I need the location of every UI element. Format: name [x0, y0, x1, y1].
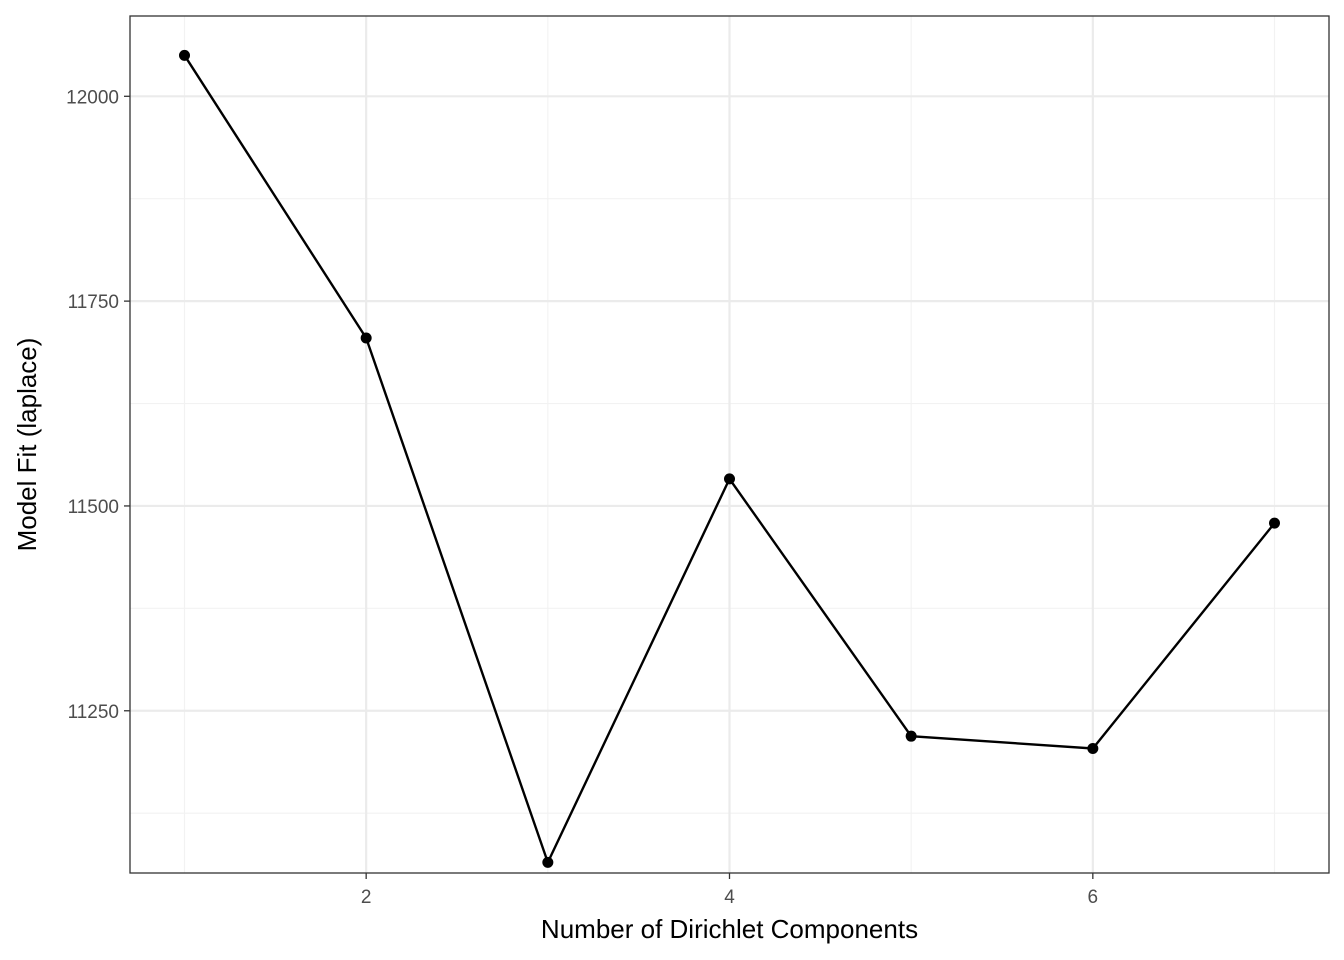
grid [130, 16, 1329, 873]
data-point [1269, 517, 1280, 529]
y-axis: 11250 11500 11750 12000 [66, 87, 130, 723]
y-tick-label: 11750 [68, 292, 119, 313]
x-axis: 2 4 6 [361, 873, 1098, 908]
y-axis-title: Model Fit (laplace) [12, 338, 42, 552]
y-tick-label: 11500 [68, 497, 119, 518]
data-point [1087, 742, 1099, 754]
y-tick-label: 11250 [68, 702, 119, 723]
x-tick-label: 4 [724, 887, 735, 908]
x-tick-label: 2 [361, 887, 372, 908]
data-point [542, 856, 554, 868]
data-point [360, 332, 372, 344]
data-point [724, 473, 735, 485]
y-tick-label: 12000 [66, 87, 119, 108]
series-layer [179, 49, 1280, 868]
data-point [179, 49, 190, 61]
x-tick-label: 6 [1088, 887, 1099, 908]
x-axis-title: Number of Dirichlet Components [541, 914, 918, 944]
data-point [905, 730, 917, 742]
